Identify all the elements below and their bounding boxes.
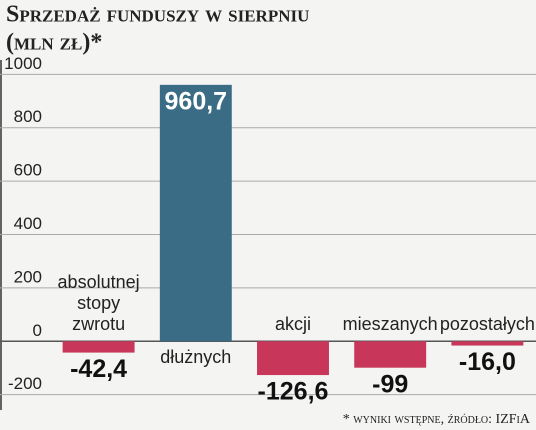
value-label: -126,6 xyxy=(258,378,329,406)
footnote: * wyniki wstępne, źródło: IZFiA xyxy=(343,412,531,427)
x-tick-label: absolutnej stopy zwrotu xyxy=(57,272,140,335)
x-tick-label: mieszanych xyxy=(342,314,438,335)
bar xyxy=(451,341,524,346)
bar xyxy=(354,341,427,368)
value-label: -16,0 xyxy=(459,348,516,376)
bar xyxy=(62,341,135,353)
bar xyxy=(257,341,329,376)
value-label: 960,7 xyxy=(165,87,228,115)
y-tick-label: 0 xyxy=(33,321,42,340)
value-label: -42,4 xyxy=(70,355,127,383)
y-tick-label: 200 xyxy=(14,267,42,286)
value-label: -99 xyxy=(372,370,408,398)
y-tick-label: 600 xyxy=(14,161,42,180)
y-tick-label: 1000 xyxy=(4,54,42,73)
bar xyxy=(159,84,232,342)
y-tick-label: 400 xyxy=(14,214,42,233)
chart-title: Sprzedaż funduszy w sierpniu xyxy=(6,2,309,28)
x-tick-label: dłużnych xyxy=(160,347,232,368)
x-tick-label: pozostałych xyxy=(439,314,535,335)
y-tick-label: 800 xyxy=(14,107,42,126)
y-tick-label: -200 xyxy=(8,374,42,393)
x-tick-label: akcji xyxy=(274,314,311,335)
chart-subtitle: (mln zł)* xyxy=(6,30,102,56)
